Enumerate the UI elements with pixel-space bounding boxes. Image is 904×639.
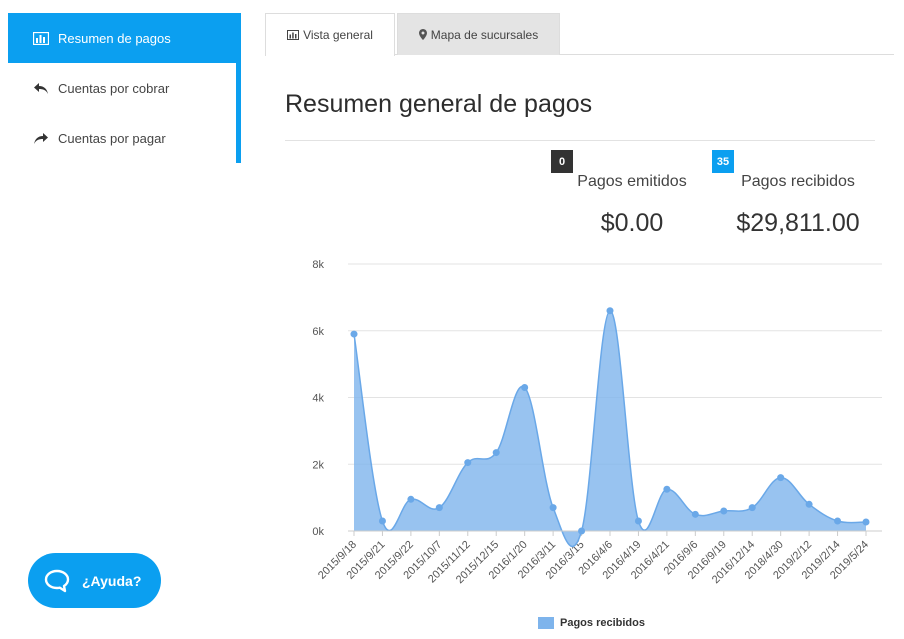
data-point (407, 495, 415, 503)
data-point (578, 527, 586, 535)
legend-label: Pagos recibidos (560, 617, 645, 629)
sidebar-item-cuentas-por-pagar[interactable]: Cuentas por pagar (8, 113, 236, 163)
bar-chart-icon (287, 30, 300, 40)
chat-bubble-icon (44, 569, 70, 593)
data-point (663, 485, 671, 493)
y-tick-label: 6k (312, 326, 324, 338)
data-point (378, 517, 386, 525)
data-point (748, 504, 756, 512)
area-chart: 0k2k4k6k8k2015/9/182015/9/212015/9/22201… (312, 259, 882, 586)
stat-label: Pagos recibidos (741, 173, 855, 190)
divider (285, 140, 875, 141)
y-tick-label: 0k (312, 526, 324, 538)
y-tick-label: 2k (312, 459, 324, 471)
data-point (492, 449, 500, 457)
tab-bar: Vista general Mapa de sucursales (265, 13, 894, 56)
data-point (606, 307, 614, 315)
help-label: ¿Ayuda? (82, 572, 142, 589)
share-icon (32, 131, 50, 145)
data-point (435, 504, 443, 512)
data-point (720, 507, 728, 515)
data-point (634, 517, 642, 525)
tab-label: Mapa de sucursales (430, 27, 539, 42)
data-point (691, 510, 699, 518)
recibidos-count-badge: 35 (712, 150, 734, 173)
series-area (354, 310, 866, 547)
stat-pagos-emitidos: Pagos emitidos $0.00 (572, 173, 692, 238)
sidebar-item-resumen-de-pagos[interactable]: Resumen de pagos (8, 13, 236, 63)
emitidos-count-badge: 0 (551, 150, 573, 173)
y-tick-label: 4k (312, 393, 324, 405)
legend-swatch (538, 617, 554, 629)
stat-value: $29,811.00 (736, 209, 860, 237)
bar-chart-icon (32, 31, 50, 45)
page-title: Resumen general de pagos (285, 90, 593, 118)
reply-icon (32, 81, 50, 95)
y-tick-label: 8k (312, 259, 324, 271)
series-line (353, 309, 867, 548)
data-point (862, 518, 870, 526)
stat-label: Pagos emitidos (577, 173, 687, 190)
stat-value: $0.00 (600, 209, 664, 237)
sidebar-item-label: Resumen de pagos (58, 30, 171, 46)
data-point (777, 474, 785, 482)
data-point (549, 504, 557, 512)
stat-pagos-recibidos: Pagos recibidos $29,811.00 (728, 173, 868, 238)
data-point (464, 459, 472, 467)
map-marker-icon (418, 29, 427, 40)
data-point (521, 383, 529, 391)
sidebar-item-label: Cuentas por cobrar (58, 80, 170, 96)
data-point (805, 500, 813, 508)
help-button[interactable]: ¿Ayuda? (28, 553, 161, 608)
chart-legend[interactable]: Pagos recibidos (538, 617, 645, 629)
tab-mapa-de-sucursales[interactable]: Mapa de sucursales (397, 13, 560, 55)
sidebar-item-label: Cuentas por pagar (58, 130, 166, 146)
data-point (834, 517, 842, 525)
sidebar-item-cuentas-por-cobrar[interactable]: Cuentas por cobrar (8, 63, 236, 113)
tab-label: Vista general (303, 28, 373, 42)
data-point (350, 330, 358, 338)
sidebar: Resumen de pagos Cuentas por cobrar Cuen… (8, 13, 241, 163)
tab-vista-general[interactable]: Vista general (265, 13, 395, 56)
